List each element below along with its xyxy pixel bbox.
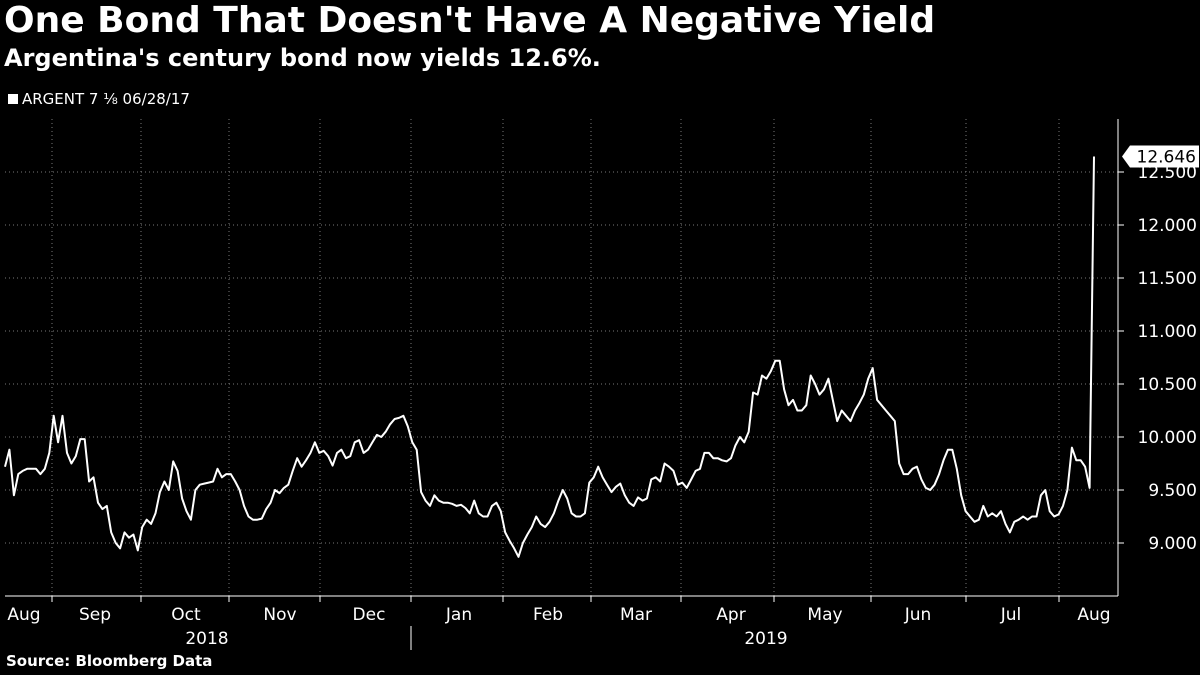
x-month-label: Feb	[533, 605, 563, 625]
last-value-label: 12.646	[1137, 148, 1196, 168]
legend-swatch	[8, 94, 18, 104]
x-month-label: Sep	[79, 605, 111, 625]
labels: 9.000 9.500 10.000 10.500 11.000 11.500 12.000…	[7, 145, 1199, 649]
y-tick-label: 10.500	[1138, 375, 1197, 395]
y-tick-label: 10.000	[1138, 428, 1197, 448]
x-month-label: Nov	[263, 605, 296, 625]
x-month-label: Mar	[620, 605, 652, 625]
legend: ARGENT 7 ⅛ 06/28/17	[8, 90, 190, 108]
y-tick-label: 11.000	[1138, 322, 1197, 342]
x-year-label: 2018	[185, 629, 228, 649]
y-tick-label: 12.500	[1138, 163, 1197, 183]
chart-title: One Bond That Doesn't Have A Negative Yi…	[4, 0, 936, 41]
grid-lines	[5, 119, 1118, 596]
last-value-badge	[1122, 145, 1199, 168]
series-layer	[4, 156, 1095, 558]
legend-label: ARGENT 7 ⅛ 06/28/17	[22, 90, 190, 108]
y-tick-label: 9.000	[1148, 534, 1197, 554]
x-month-label: Dec	[353, 605, 386, 625]
x-month-label: Jun	[904, 605, 932, 625]
y-tick-label: 9.500	[1148, 481, 1197, 501]
x-month-label: Jul	[1000, 605, 1022, 625]
series-line	[4, 156, 1095, 558]
x-year-label: 2019	[744, 629, 787, 649]
x-month-label: May	[807, 605, 842, 625]
chart-subtitle: Argentina's century bond now yields 12.6…	[4, 44, 601, 72]
x-month-label: Oct	[171, 605, 201, 625]
y-tick-label: 11.500	[1138, 269, 1197, 289]
x-month-label: Aug	[1077, 605, 1110, 625]
last-value-callout: 12.646	[1122, 145, 1199, 168]
x-month-label: Aug	[7, 605, 40, 625]
x-month-label: Apr	[716, 605, 745, 625]
axes	[5, 119, 1124, 650]
source-note: Source: Bloomberg Data	[6, 652, 213, 670]
x-month-label: Jan	[445, 605, 472, 625]
y-tick-label: 12.000	[1138, 216, 1197, 236]
